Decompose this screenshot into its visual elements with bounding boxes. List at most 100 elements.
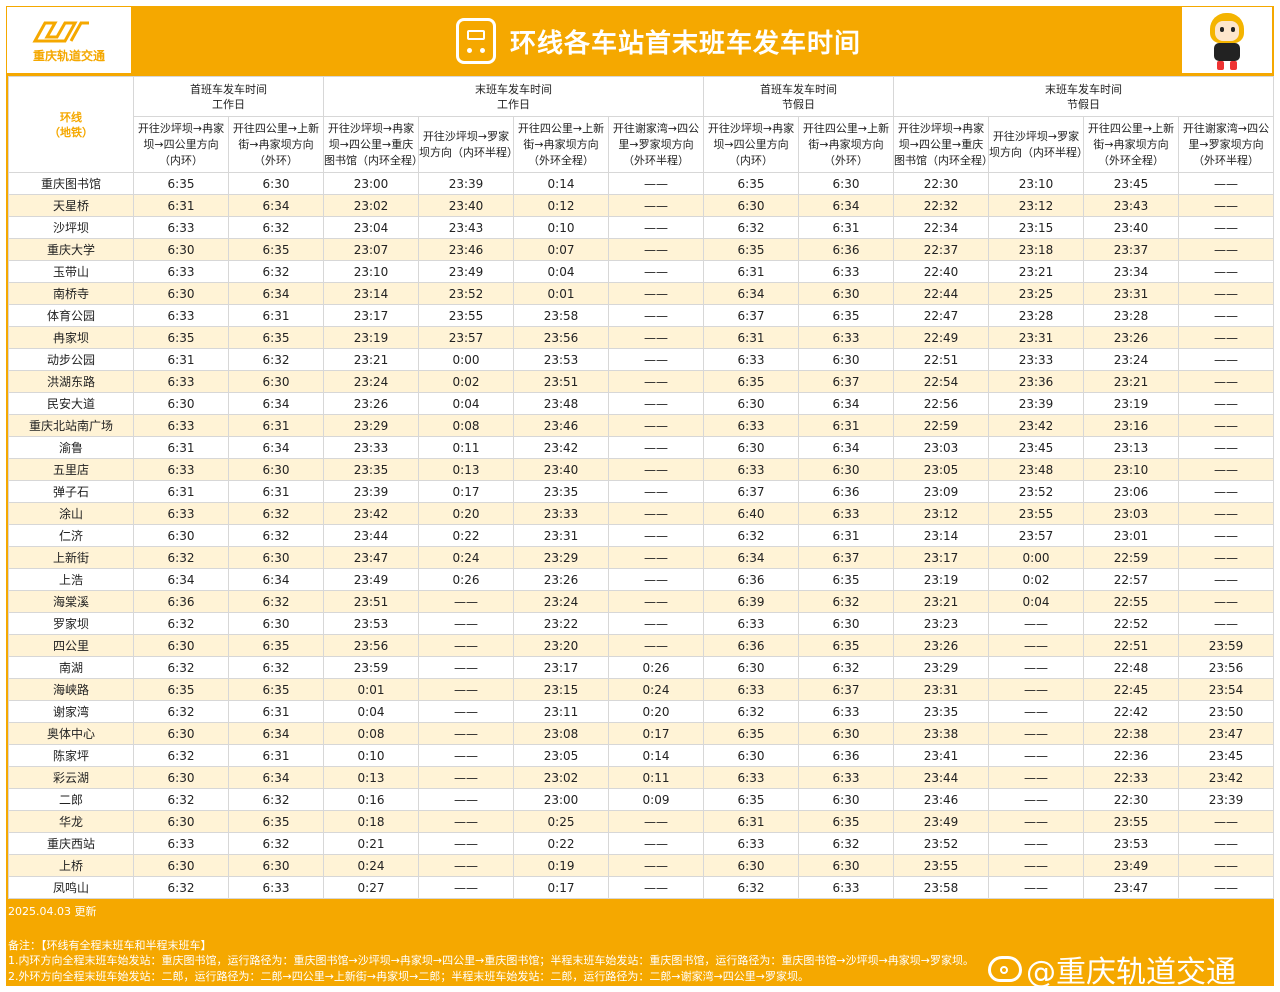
station-name: 谢家湾	[8, 700, 134, 723]
table-row: 海棠溪 6:36 6:32 23:51 —— 23:24 —— 6:39 6:32 23:21 0:…	[8, 590, 1274, 613]
time-cell: 22:56	[893, 392, 989, 415]
time-cell: 6:36	[703, 634, 799, 657]
time-cell: 23:05	[893, 458, 989, 481]
time-cell: 6:33	[133, 502, 229, 525]
time-cell: 23:52	[988, 480, 1084, 503]
time-cell: 23:05	[513, 744, 609, 767]
time-cell: ——	[608, 260, 704, 283]
time-cell: 6:35	[228, 634, 324, 657]
train-front-icon	[456, 18, 496, 64]
time-cell: 6:32	[228, 348, 324, 371]
time-cell: 6:32	[703, 216, 799, 239]
time-cell: 6:30	[703, 436, 799, 459]
time-cell: ——	[1178, 458, 1274, 481]
time-cell: 23:39	[988, 392, 1084, 415]
table-row: 玉带山 6:33 6:32 23:10 23:49 0:04 —— 6:31 6:33 22:40…	[8, 260, 1274, 283]
time-cell: 23:55	[1083, 810, 1179, 833]
time-cell: 6:32	[703, 700, 799, 723]
station-name: 海峡路	[8, 678, 134, 701]
column-header: 开往四公里→上新街→冉家坝方向（外环）	[798, 116, 894, 173]
time-cell: 23:46	[893, 788, 989, 811]
time-cell: ——	[1178, 348, 1274, 371]
time-cell: 6:30	[703, 854, 799, 877]
time-cell: 23:31	[988, 326, 1084, 349]
time-cell: 23:35	[323, 458, 419, 481]
table-row: 弹子石 6:31 6:31 23:39 0:17 23:35 —— 6:37 6:36 23:09…	[8, 480, 1274, 503]
time-cell: 0:08	[418, 414, 514, 437]
time-cell: 6:35	[798, 568, 894, 591]
time-cell: ——	[608, 436, 704, 459]
time-cell: 6:34	[228, 568, 324, 591]
time-cell: 23:12	[893, 502, 989, 525]
time-cell: 0:11	[608, 766, 704, 789]
time-cell: 22:32	[893, 194, 989, 217]
time-cell: 6:36	[703, 568, 799, 591]
time-cell: 6:31	[228, 744, 324, 767]
time-cell: ——	[988, 612, 1084, 635]
table-row: 体育公园 6:33 6:31 23:17 23:55 23:58 —— 6:37 6:35 22:…	[8, 304, 1274, 327]
time-cell: 22:55	[1083, 590, 1179, 613]
time-cell: 6:32	[133, 744, 229, 767]
time-cell: 6:33	[703, 612, 799, 635]
time-cell: 23:58	[513, 304, 609, 327]
station-name: 海棠溪	[8, 590, 134, 613]
time-cell: 6:31	[228, 700, 324, 723]
time-cell: 23:39	[323, 480, 419, 503]
time-cell: 6:35	[798, 810, 894, 833]
station-name: 陈家坪	[8, 744, 134, 767]
time-cell: 6:35	[798, 304, 894, 327]
time-cell: 6:32	[798, 656, 894, 679]
time-cell: 6:32	[798, 832, 894, 855]
table-row: 沙坪坝 6:33 6:32 23:04 23:43 0:10 —— 6:32 6:31 22:34…	[8, 216, 1274, 239]
time-cell: 6:32	[228, 656, 324, 679]
time-cell: 22:30	[1083, 788, 1179, 811]
time-cell: 6:37	[798, 678, 894, 701]
time-cell: 6:30	[798, 612, 894, 635]
time-cell: 23:51	[513, 370, 609, 393]
time-cell: 6:34	[228, 392, 324, 415]
time-cell: 23:02	[323, 194, 419, 217]
time-cell: 23:17	[323, 304, 419, 327]
time-cell: 6:33	[703, 832, 799, 855]
time-cell: ——	[418, 634, 514, 657]
station-name: 奥体中心	[8, 722, 134, 745]
time-cell: 23:58	[893, 876, 989, 899]
time-cell: 22:42	[1083, 700, 1179, 723]
time-cell: ——	[608, 832, 704, 855]
station-name: 仁济	[8, 524, 134, 547]
time-cell: ——	[608, 194, 704, 217]
table-row: 上浩 6:34 6:34 23:49 0:26 23:26 —— 6:36 6:35 23:19 0…	[8, 568, 1274, 591]
time-cell: 0:00	[988, 546, 1084, 569]
time-cell: 6:40	[703, 502, 799, 525]
time-cell: ——	[418, 612, 514, 635]
time-cell: 23:19	[323, 326, 419, 349]
time-cell: ——	[1178, 546, 1274, 569]
time-cell: 23:14	[323, 282, 419, 305]
weibo-icon	[988, 956, 1022, 982]
station-name: 重庆西站	[8, 832, 134, 855]
time-cell: ——	[1178, 436, 1274, 459]
time-cell: 0:01	[323, 678, 419, 701]
time-cell: 0:25	[513, 810, 609, 833]
time-cell: 6:35	[798, 634, 894, 657]
time-cell: ——	[1178, 480, 1274, 503]
time-cell: 23:21	[988, 260, 1084, 283]
time-cell: 23:49	[323, 568, 419, 591]
time-cell: ——	[418, 832, 514, 855]
station-name: 重庆图书馆	[8, 172, 134, 195]
table-row: 重庆大学 6:30 6:35 23:07 23:46 0:07 —— 6:35 6:36 22:3…	[8, 238, 1274, 261]
time-cell: 6:31	[703, 260, 799, 283]
watermark-text: @重庆轨道交通	[1026, 955, 1236, 990]
time-cell: 23:38	[893, 722, 989, 745]
time-cell: ——	[418, 810, 514, 833]
corner-header: 环线 （地铁）	[8, 76, 134, 173]
time-cell: ——	[988, 656, 1084, 679]
time-cell: ——	[608, 612, 704, 635]
time-cell: 6:33	[133, 832, 229, 855]
time-cell: 6:33	[703, 766, 799, 789]
time-cell: 6:37	[798, 546, 894, 569]
time-cell: 6:35	[228, 238, 324, 261]
station-name: 洪湖东路	[8, 370, 134, 393]
station-name: 重庆北站南广场	[8, 414, 134, 437]
time-cell: ——	[608, 458, 704, 481]
